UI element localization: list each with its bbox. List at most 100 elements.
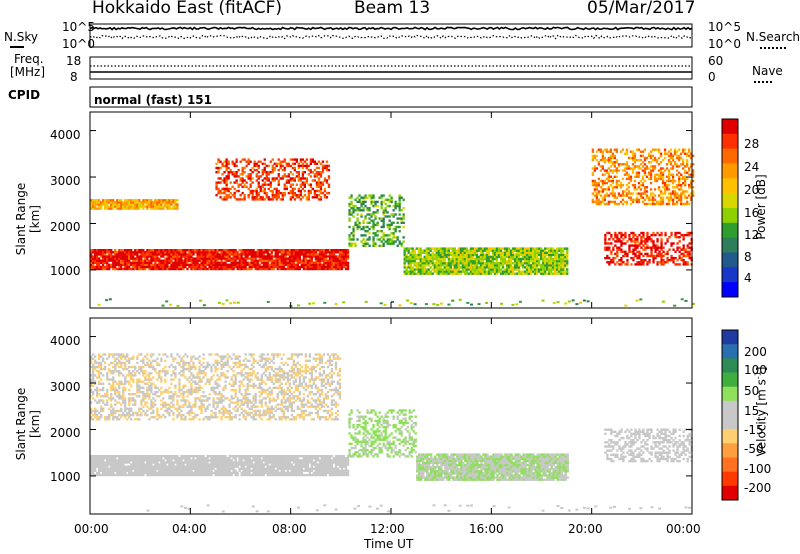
power-cells-cell xyxy=(515,253,519,257)
power-cells-cell xyxy=(423,268,426,271)
power-cells-cell xyxy=(128,251,131,254)
power-cells-cell xyxy=(120,253,123,256)
power-cells-cell xyxy=(638,233,641,237)
power-cells-cell xyxy=(671,158,675,162)
power-cells-cell xyxy=(509,270,513,273)
power-cells-cell xyxy=(258,253,261,256)
power-cells-cell xyxy=(162,207,165,210)
power-cells-cell xyxy=(216,253,219,256)
power-cells-cell xyxy=(459,266,462,269)
power-cells-cell xyxy=(266,253,269,256)
power-cells-cell xyxy=(641,154,645,158)
power-cells-cell xyxy=(660,238,663,241)
power-cells-cell xyxy=(291,191,294,195)
power-cells-cell xyxy=(479,272,483,275)
power-cells-cell xyxy=(447,266,450,269)
power-cells-cell xyxy=(525,253,529,257)
power-cells-cell xyxy=(682,236,685,239)
power-cells-cell xyxy=(475,251,479,254)
power-cells-cell xyxy=(275,189,278,193)
velocity-cells-cell xyxy=(178,457,181,460)
power-cells-cell xyxy=(164,263,167,266)
velocity-cells-cell xyxy=(92,461,95,464)
power-cells-cell xyxy=(314,263,317,266)
power-cells-cell xyxy=(654,256,657,260)
power-cells-cell xyxy=(388,238,391,241)
power-cells-cell xyxy=(138,259,141,262)
power-cells-cell xyxy=(261,179,264,182)
power-cells-cell xyxy=(146,255,149,258)
power-cells-cell xyxy=(178,263,181,266)
power-cells-cell xyxy=(114,261,117,264)
power-cells-cell xyxy=(674,256,677,260)
power-cells-cell xyxy=(396,236,399,239)
power-cells-cell xyxy=(200,251,203,254)
power-cells-cell xyxy=(479,247,483,250)
power-cells-cell xyxy=(550,259,553,263)
power-cells-cell xyxy=(256,263,259,266)
power-cells-cell xyxy=(256,251,259,254)
power-cells-cell xyxy=(233,194,236,197)
power-cells-cell xyxy=(523,270,527,273)
power-cells-cell xyxy=(291,189,294,193)
power-cells-cell xyxy=(659,161,663,164)
power-cells-cell xyxy=(122,267,125,271)
power-cells-cell xyxy=(465,264,468,267)
power-cells-cell xyxy=(487,268,491,271)
power-cells-cell xyxy=(302,253,305,256)
power-cells-cell xyxy=(330,255,334,258)
power-cells-cell xyxy=(287,162,290,165)
power-cells-cell xyxy=(483,262,487,265)
velocity-cells-cell xyxy=(176,455,179,458)
power-cells-cell xyxy=(445,270,448,273)
power-cells-cell xyxy=(649,175,653,178)
power-cells-cell xyxy=(348,204,351,208)
power-cells-cell xyxy=(296,251,299,254)
power-cells-cell xyxy=(128,267,131,271)
power-cells-cell xyxy=(292,259,295,262)
velocity-cells-cell xyxy=(102,469,105,472)
velocity-cells-cell xyxy=(206,457,209,460)
power-cells-cell xyxy=(287,173,290,176)
power-cells-cell xyxy=(94,253,97,256)
power-cells-cell xyxy=(662,250,665,253)
power-cells-cell xyxy=(616,236,619,239)
power-cells-ground-cell xyxy=(582,299,586,302)
noise-right-tick-bottom: 10^0 xyxy=(708,37,741,51)
power-cells-cell xyxy=(235,189,238,193)
power-cells-cell xyxy=(312,265,315,269)
power-cells-cell xyxy=(627,175,631,178)
velocity-cells-cell xyxy=(130,465,133,468)
power-cells-cell xyxy=(280,259,283,262)
power-cells-cell xyxy=(160,259,163,262)
power-cells-cell xyxy=(619,186,623,189)
power-cells-cell xyxy=(226,249,229,252)
power-cells-cell xyxy=(465,268,468,271)
power-cells-cell xyxy=(620,236,623,239)
power-cells-cell xyxy=(671,167,675,170)
velocity-cells-cell xyxy=(154,465,157,468)
power-cells-cell xyxy=(281,198,284,201)
power-cells-cell xyxy=(661,198,665,201)
power-cells-cell xyxy=(552,259,555,263)
power-cells-cell xyxy=(678,175,681,178)
power-cells-cell xyxy=(443,272,446,275)
velocity-cells-cell xyxy=(174,459,177,462)
power-cells-cell xyxy=(286,263,289,266)
power-cells-cell xyxy=(116,251,119,254)
power-cells-cell xyxy=(593,156,596,160)
power-cells-cell xyxy=(104,201,107,204)
power-cells-cell xyxy=(439,251,442,254)
power-cells-cell xyxy=(270,267,273,271)
power-cells-cell xyxy=(627,173,631,176)
power-cells-cell xyxy=(252,259,255,262)
power-cells-cell xyxy=(656,252,659,256)
velocity-cells-cell xyxy=(228,467,231,470)
power-cells-cell xyxy=(544,266,547,269)
power-cells-cell xyxy=(174,263,177,266)
power-cells-cell xyxy=(647,167,651,170)
power-cells-cell xyxy=(164,201,167,204)
power-cells-cell xyxy=(307,196,310,199)
power-cells-cell xyxy=(243,158,246,161)
power-cells-cell xyxy=(647,202,651,206)
